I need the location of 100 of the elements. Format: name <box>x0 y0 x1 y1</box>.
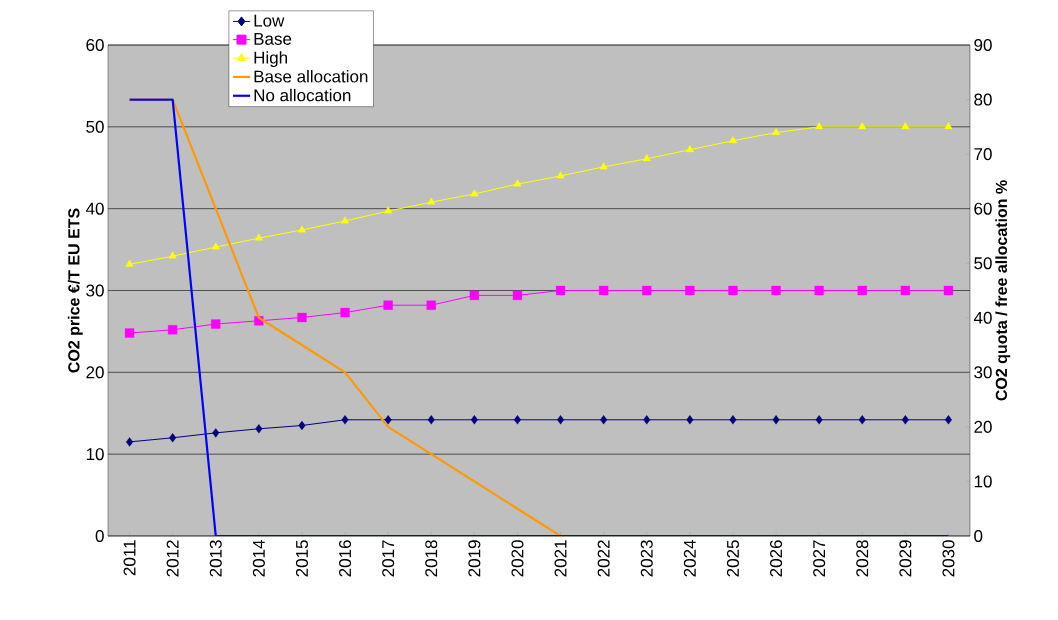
point <box>858 415 866 425</box>
x-tick-label: 2017 <box>382 540 395 577</box>
point <box>729 415 737 425</box>
point <box>469 290 480 301</box>
y2-tick-label: 20 <box>974 420 992 433</box>
y2-tick-label: 80 <box>974 93 992 106</box>
point <box>555 285 566 296</box>
point <box>815 122 824 130</box>
point <box>427 415 435 425</box>
point <box>169 433 177 443</box>
x-tick-label: 2022 <box>597 540 610 577</box>
point <box>943 285 954 296</box>
point <box>857 285 867 296</box>
x-tick-label: 2030 <box>942 540 955 577</box>
point <box>772 415 780 425</box>
point <box>643 415 651 425</box>
point <box>599 162 608 170</box>
x-tick-label: 2024 <box>683 540 696 577</box>
point <box>858 122 867 130</box>
x-tick-label: 2021 <box>554 540 567 577</box>
x-tick-label: 2014 <box>252 540 265 577</box>
point <box>686 415 694 425</box>
point <box>557 415 565 425</box>
y-tick-label: 0 <box>95 529 104 543</box>
legend-label: High <box>254 51 287 68</box>
point <box>642 285 652 296</box>
point <box>298 420 306 431</box>
point <box>427 197 436 205</box>
point <box>341 415 349 425</box>
point <box>728 285 738 296</box>
point <box>513 415 521 425</box>
point <box>771 285 781 296</box>
y2-tick-label: 50 <box>974 257 992 270</box>
point <box>255 424 263 434</box>
point <box>297 312 307 323</box>
point <box>944 122 953 130</box>
y2-tick-label: 0 <box>974 529 983 543</box>
point <box>600 415 608 425</box>
point <box>470 415 478 425</box>
point <box>513 179 522 187</box>
x-tick-label: 2028 <box>856 540 869 577</box>
x-tick-label: 2019 <box>468 540 481 577</box>
point <box>642 154 651 162</box>
point <box>426 300 436 310</box>
point <box>815 415 823 425</box>
y-tick-label: 60 <box>86 38 104 52</box>
y-tick-label: 20 <box>86 366 104 379</box>
point <box>297 225 306 233</box>
legend-label: No allocation <box>254 88 351 102</box>
point <box>211 319 221 329</box>
point <box>685 285 695 296</box>
y-tick-label: 40 <box>85 202 104 215</box>
point <box>599 285 609 296</box>
point <box>125 259 134 267</box>
x-tick-label: 2029 <box>899 540 912 577</box>
y2-tick-label: 90 <box>974 38 992 52</box>
point <box>124 328 135 338</box>
point <box>512 290 523 301</box>
y-tick-label: 10 <box>86 448 104 461</box>
y-axis-title: CO2 price €/T EU ETS <box>67 208 83 373</box>
y2-tick-label: 60 <box>974 202 992 215</box>
point <box>728 136 737 144</box>
x-tick-label: 2011 <box>123 540 136 576</box>
x-tick-label: 2023 <box>640 540 653 577</box>
point <box>901 415 909 425</box>
point <box>254 233 263 241</box>
y2-tick-label: 70 <box>974 148 992 161</box>
point <box>126 437 134 447</box>
legend-label: Base allocation <box>254 70 368 83</box>
x-tick-label: 2016 <box>339 540 352 577</box>
point <box>211 242 220 250</box>
point <box>814 285 824 296</box>
x-tick-label: 2026 <box>770 540 783 577</box>
x-tick-label: 2012 <box>166 540 179 577</box>
x-tick-label: 2020 <box>511 540 524 577</box>
point <box>772 127 781 135</box>
x-tick-label: 2013 <box>209 540 222 577</box>
point <box>384 206 393 214</box>
x-tick-label: 2025 <box>726 540 739 577</box>
y-tick-label: 50 <box>86 120 104 133</box>
point <box>168 251 177 259</box>
point <box>556 171 565 179</box>
point <box>384 415 392 425</box>
point <box>470 189 479 197</box>
x-tick-label: 2027 <box>813 540 826 577</box>
point <box>212 428 220 438</box>
y2-tick-label: 40 <box>973 311 992 324</box>
y2-tick-label: 30 <box>974 366 992 379</box>
point <box>901 122 910 130</box>
legend-label: Low <box>254 14 285 27</box>
point <box>944 415 952 425</box>
point <box>168 325 178 335</box>
point <box>340 307 350 318</box>
y-tick-label: 30 <box>86 284 104 297</box>
x-tick-label: 2018 <box>425 540 438 577</box>
point <box>341 216 350 224</box>
point <box>685 145 694 153</box>
legend-label: Base <box>254 33 292 45</box>
y2-tick-label: 10 <box>974 475 992 488</box>
point <box>383 300 393 310</box>
